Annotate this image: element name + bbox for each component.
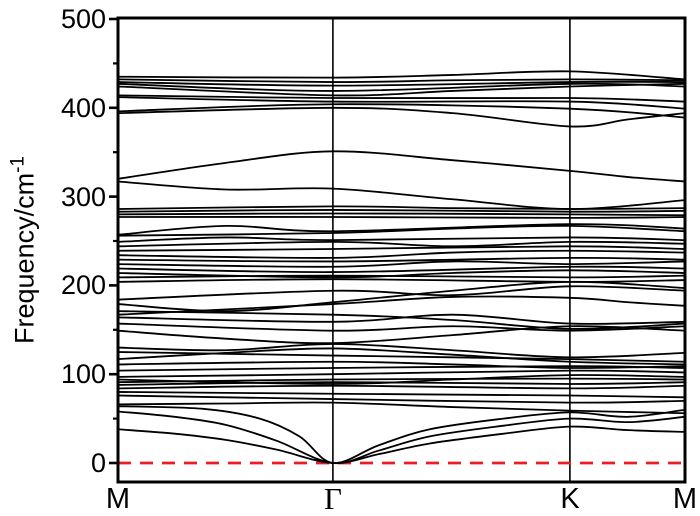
- phonon-band-path: [118, 94, 685, 103]
- phonon-band-path: [118, 212, 685, 217]
- x-tick-label-K: K: [560, 483, 580, 515]
- phonon-band-path: [118, 256, 685, 263]
- y-axis-title-exponent: -1: [7, 156, 29, 173]
- phonon-band-path: [118, 322, 685, 332]
- y-tick-label-100: 100: [60, 359, 106, 389]
- phonon-band-path: [118, 394, 685, 404]
- phonon-band-path: [118, 384, 685, 390]
- phonon-band-path: [118, 103, 685, 119]
- phonon-band-path: [118, 265, 685, 273]
- y-tick-label-400: 400: [60, 93, 106, 123]
- phonon-band-path: [118, 78, 685, 83]
- phonon-band-path: [118, 223, 685, 236]
- phonon-band-path: [118, 205, 685, 210]
- phonon-band-path: [118, 274, 685, 279]
- phonon-band-path: [118, 82, 685, 97]
- phonon-band-path: [118, 310, 685, 330]
- phonon-band-path: [118, 391, 685, 399]
- phonon-band-path: [118, 106, 685, 128]
- phonon-band-path: [118, 343, 685, 359]
- phonon-band-path: [118, 313, 685, 325]
- phonon-band-path: [118, 260, 685, 268]
- phonon-band-path: [118, 82, 685, 92]
- phonon-band-path: [118, 150, 685, 183]
- phonon-band-path: [118, 410, 685, 465]
- phonon-band-path: [118, 245, 685, 252]
- y-tick-label-300: 300: [60, 182, 106, 212]
- y-tick-label-500: 500: [60, 4, 106, 34]
- phonon-band-path: [118, 381, 685, 386]
- phonon-band-path: [118, 278, 685, 283]
- phonon-band-path: [118, 360, 685, 369]
- phonon-band-path: [118, 70, 685, 81]
- phonon-band-path: [118, 269, 685, 279]
- phonon-band-path: [118, 209, 685, 213]
- phonon-band-path: [118, 80, 685, 87]
- phonon-band-path: [118, 216, 685, 219]
- phonon-band-path: [118, 180, 685, 210]
- phonon-band-path: [118, 369, 685, 378]
- phonon-band-path: [118, 249, 685, 259]
- phonon-band-path: [118, 285, 685, 301]
- y-tick-label-0: 0: [90, 448, 106, 478]
- phonon-band-path: [118, 96, 685, 110]
- phonon-band-path: [118, 240, 685, 248]
- phonon-band-path: [118, 405, 685, 464]
- phonon-band-path: [118, 374, 685, 385]
- phonon-band-path: [118, 351, 685, 363]
- x-tick-label-M-left: M: [105, 483, 131, 515]
- y-tick-label-200: 200: [60, 270, 106, 300]
- phonon-band-path: [118, 401, 685, 415]
- x-tick-label-M-right: M: [672, 483, 698, 515]
- phonon-band-path: [118, 295, 685, 316]
- phonon-band-path: [118, 236, 685, 243]
- x-tick-label-gamma: Γ: [324, 481, 342, 516]
- phonon-band-path: [118, 325, 685, 345]
- phonon-band-path: [118, 425, 685, 464]
- plot-frame: [116, 16, 687, 484]
